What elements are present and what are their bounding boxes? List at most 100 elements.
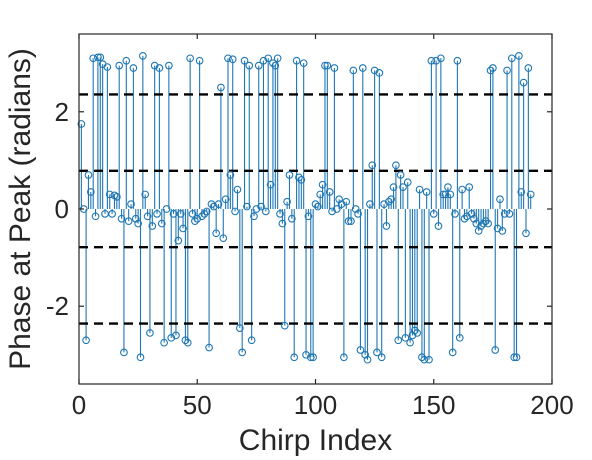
stem-marker xyxy=(306,353,315,362)
x-tick-label: 150 xyxy=(412,390,455,420)
stem-marker xyxy=(285,171,294,179)
stem-marker xyxy=(112,192,121,201)
stem-marker xyxy=(302,350,310,359)
stem-marker xyxy=(427,56,436,65)
stem-marker xyxy=(160,338,168,347)
stem-markers xyxy=(77,52,535,364)
stem-marker xyxy=(205,343,213,352)
stem-marker xyxy=(238,348,247,357)
x-tick-label: 100 xyxy=(294,390,337,420)
stem-marker xyxy=(295,173,303,182)
stem-marker xyxy=(148,222,157,230)
stem-marker xyxy=(105,190,114,199)
stem-marker xyxy=(361,350,370,359)
stem-marker xyxy=(261,207,270,216)
stem-marker xyxy=(505,210,514,218)
stem-marker xyxy=(347,217,355,226)
stem-marker xyxy=(129,64,138,72)
stem-marker xyxy=(278,219,287,228)
stem-marker xyxy=(489,64,497,72)
stem-marker xyxy=(481,217,490,226)
stem-marker xyxy=(243,202,251,211)
stem-marker xyxy=(340,353,348,362)
y-axis-ticks: -2 0 2 xyxy=(46,97,552,321)
stem-marker xyxy=(179,224,187,233)
stem-marker xyxy=(484,219,492,228)
stem-marker xyxy=(292,56,301,65)
stem-marker xyxy=(252,205,261,213)
stem-marker xyxy=(181,336,190,345)
stem-marker xyxy=(415,185,424,194)
stem-marker xyxy=(309,353,317,362)
stem-marker xyxy=(318,180,327,189)
stem-marker xyxy=(413,329,422,337)
stem-marker xyxy=(396,171,405,179)
stem-marker xyxy=(153,210,161,218)
stem-marker xyxy=(231,207,239,216)
stem-marker xyxy=(344,217,353,226)
stem-marker xyxy=(155,64,164,72)
stem-marker xyxy=(297,175,306,184)
stem-marker xyxy=(200,210,209,218)
stem-marker xyxy=(408,331,417,340)
stem-marker xyxy=(150,61,159,70)
y-tick-label: 2 xyxy=(55,97,69,127)
stem-marker xyxy=(406,338,414,347)
stem-marker xyxy=(448,348,457,357)
stem-marker xyxy=(250,212,258,221)
stem-marker xyxy=(82,336,90,345)
stem-marker xyxy=(183,338,192,347)
stem-marker xyxy=(418,353,426,362)
stem-marker xyxy=(176,210,185,218)
stem-marker xyxy=(266,180,275,189)
stem-marker xyxy=(370,66,379,75)
stem-marker xyxy=(451,210,459,218)
stem-marker xyxy=(436,54,445,63)
stem-marker xyxy=(384,197,393,206)
stem-marker xyxy=(394,336,403,345)
stem-marker xyxy=(86,188,95,196)
stem-marker xyxy=(157,219,166,228)
stem-marker xyxy=(479,219,488,228)
stem-marker xyxy=(503,66,511,75)
stem-marker xyxy=(493,224,502,233)
stem-marker xyxy=(136,353,145,362)
x-axis-label: Chirp Index xyxy=(239,424,392,457)
stem-marker xyxy=(167,333,176,342)
stem-marker xyxy=(335,195,344,204)
stem-marker xyxy=(458,185,466,194)
stem-marker xyxy=(198,212,206,221)
stem-marker xyxy=(276,210,284,218)
stem-marker xyxy=(162,205,171,213)
stem-marker xyxy=(332,205,341,213)
stem-marker xyxy=(401,333,410,342)
stem-marker xyxy=(321,61,329,70)
stem-marker xyxy=(486,66,495,75)
stem-marker xyxy=(460,214,469,223)
stem-marker xyxy=(235,324,244,332)
stem-marker xyxy=(375,69,384,77)
stem-marker xyxy=(290,353,299,362)
stem-marker xyxy=(124,217,133,226)
stem-marker xyxy=(510,353,519,362)
stem-marker xyxy=(245,61,254,70)
stem-marker xyxy=(89,54,98,63)
stem-marker xyxy=(247,336,256,345)
stem-marker xyxy=(264,54,273,63)
stem-marker xyxy=(96,53,105,62)
stem-marker xyxy=(188,210,197,218)
stem-marker xyxy=(325,188,334,196)
stem-marker xyxy=(434,222,443,230)
stem-marker xyxy=(441,190,450,199)
stem-marker xyxy=(139,52,147,60)
stem-marker xyxy=(507,54,516,63)
stem-marker xyxy=(117,214,126,223)
stem-marker xyxy=(420,355,429,364)
stem-marker xyxy=(224,54,232,63)
stem-marker xyxy=(526,190,535,199)
stem-marker xyxy=(77,120,86,128)
stem-series xyxy=(80,55,532,360)
stem-marker xyxy=(380,200,388,208)
stem-marker xyxy=(444,183,452,191)
stem-marker xyxy=(500,210,509,218)
